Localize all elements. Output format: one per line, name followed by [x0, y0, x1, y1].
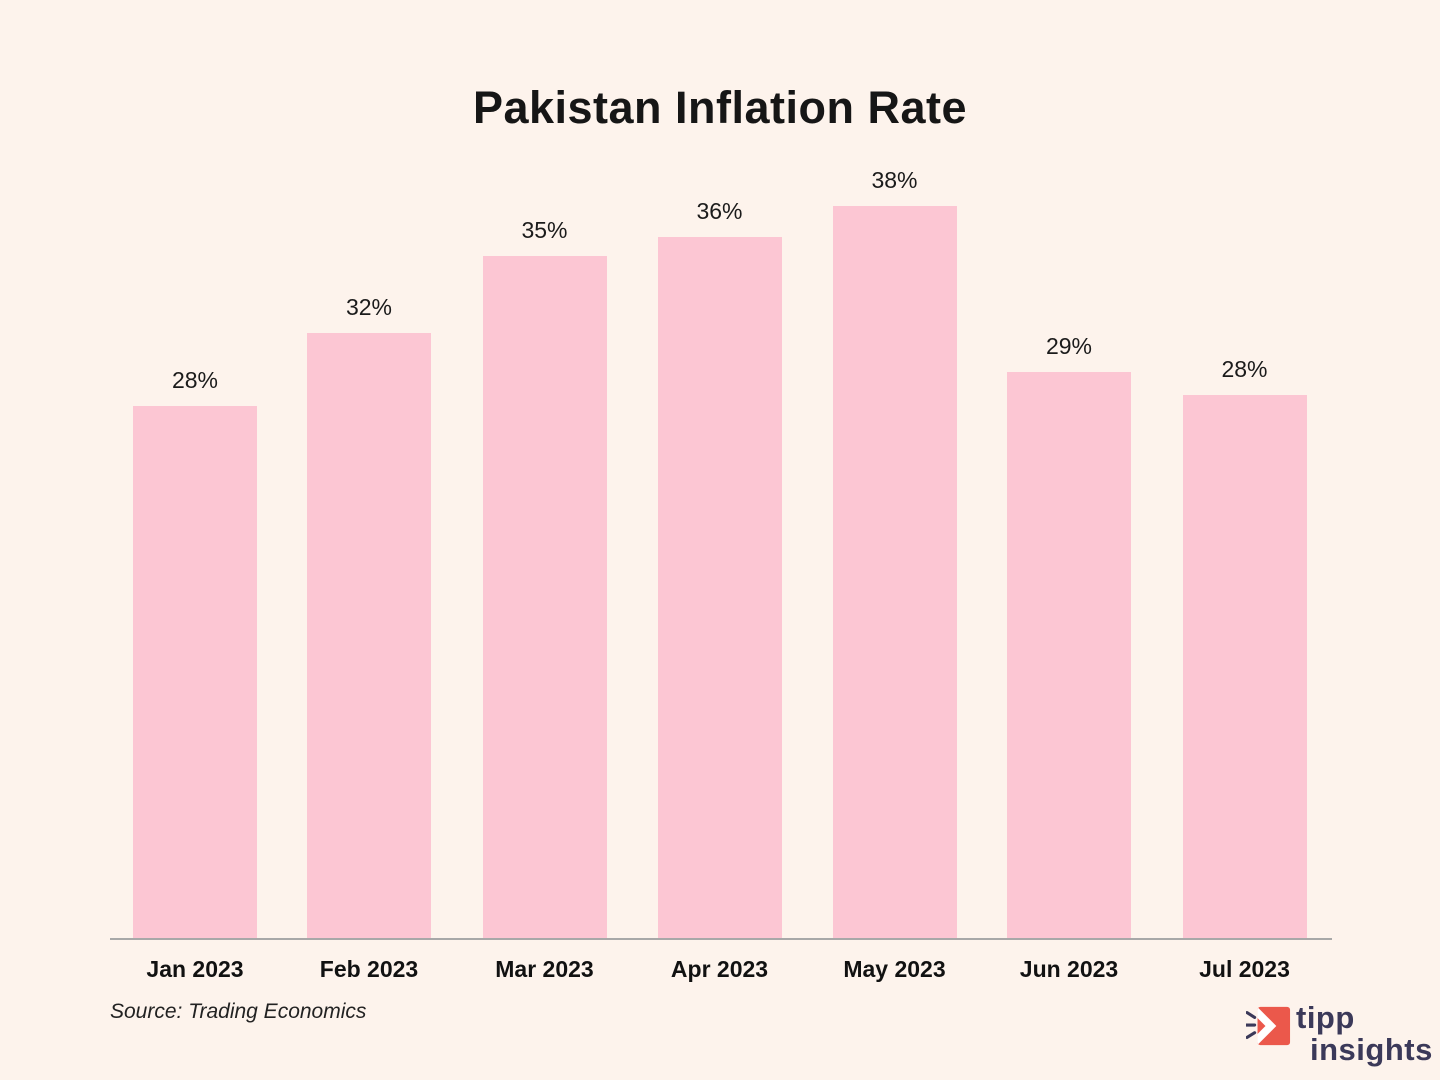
brand-logo: tipp insights [1246, 1002, 1433, 1066]
brand-logo-text: tipp insights [1296, 1002, 1433, 1066]
plot-area: 28% Jan 2023 32% Feb 2023 35% Mar 2023 36% Apr … [133, 167, 1307, 982]
x-tick-label: Feb 2023 [319, 956, 419, 982]
bar-value-label: 29% [1045, 333, 1093, 359]
bar [133, 406, 257, 938]
x-tick-label: Apr 2023 [670, 956, 769, 982]
bar-value-label: 38% [871, 167, 918, 193]
x-tick-label: May 2023 [843, 956, 946, 982]
bar-value-label: 36% [696, 198, 743, 224]
bar-group-jul-2023: 28% Jul 2023 [1182, 356, 1307, 982]
x-tick-label: Jun 2023 [1019, 956, 1119, 982]
source-note: Source: Trading Economics [110, 1000, 367, 1023]
bar-group-feb-2023: 32% Feb 2023 [307, 294, 431, 982]
bar-value-label: 28% [171, 367, 219, 393]
bar-value-label: 28% [1221, 356, 1268, 382]
bar-group-jun-2023: 29% Jun 2023 [1007, 333, 1131, 982]
bar-value-label: 35% [521, 217, 568, 243]
x-tick-label: Jul 2023 [1199, 956, 1290, 982]
bar [307, 333, 431, 938]
bar-group-jan-2023: 28% Jan 2023 [133, 367, 257, 982]
tipp-insights-mark-icon [1246, 1006, 1291, 1046]
bar-group-mar-2023: 35% Mar 2023 [482, 217, 607, 982]
bar-group-apr-2023: 36% Apr 2023 [657, 198, 782, 982]
bar [1182, 395, 1307, 938]
bar-group-may-2023: 38% May 2023 [832, 167, 957, 982]
bar [832, 206, 957, 938]
x-tick-label: Jan 2023 [146, 956, 244, 982]
bar [657, 237, 782, 938]
brand-logo-line1: tipp [1296, 1000, 1355, 1035]
chart-title: Pakistan Inflation Rate [472, 82, 968, 133]
x-tick-label: Mar 2023 [495, 956, 594, 982]
bar [482, 256, 607, 938]
x-axis-line [110, 938, 1332, 940]
bar [1007, 372, 1131, 938]
bar-value-label: 32% [345, 294, 393, 320]
brand-logo-line2: insights [1310, 1032, 1433, 1067]
